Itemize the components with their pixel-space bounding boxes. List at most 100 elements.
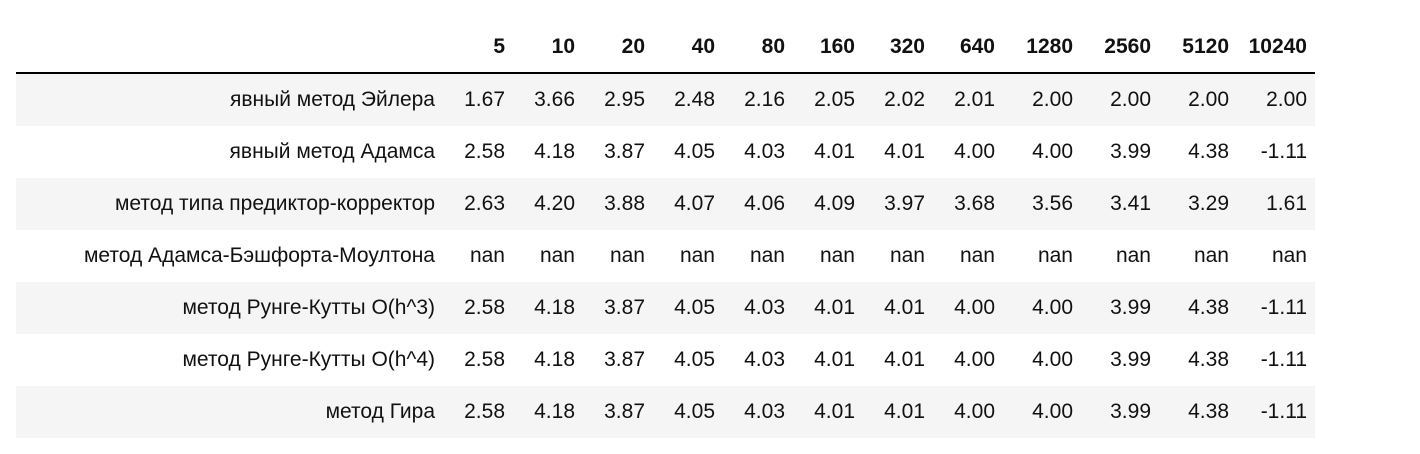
table-cell: 2.58 bbox=[464, 400, 505, 423]
table-cell: 4.00 bbox=[954, 296, 995, 319]
table-row: метод Гира 2.58 4.18 3.87 4.05 4.03 4.01… bbox=[16, 386, 1315, 438]
table-cell: -1.11 bbox=[1260, 296, 1307, 319]
row-label: метод типа предиктор-корректор bbox=[114, 192, 435, 215]
table-cell: nan bbox=[469, 244, 505, 267]
row-label: метод Гира bbox=[325, 400, 435, 423]
column-header: 1280 bbox=[1003, 21, 1081, 74]
table-cell: 4.38 bbox=[1188, 400, 1229, 423]
table-cell: 2.58 bbox=[464, 296, 505, 319]
table-cell: nan bbox=[609, 244, 645, 267]
table-cell: 2.48 bbox=[674, 88, 715, 111]
table-cell: 4.09 bbox=[814, 192, 855, 215]
table-cell: 4.00 bbox=[954, 140, 995, 163]
table-cell: nan bbox=[819, 244, 855, 267]
table-cell: 4.06 bbox=[744, 192, 785, 215]
table-cell: 4.03 bbox=[744, 296, 785, 319]
table-cell: 3.41 bbox=[1110, 192, 1151, 215]
table-cell: 2.00 bbox=[1032, 88, 1073, 111]
table-cell: 4.01 bbox=[814, 400, 855, 423]
table-cell: 2.00 bbox=[1188, 88, 1229, 111]
table-cell: nan bbox=[749, 244, 785, 267]
table-cell: 2.00 bbox=[1266, 88, 1307, 111]
table-cell: 4.00 bbox=[1032, 140, 1073, 163]
table-cell: 2.16 bbox=[744, 88, 785, 111]
row-label: метод Рунге-Кутты O(h^4) bbox=[182, 348, 435, 371]
table-cell: 2.58 bbox=[464, 140, 505, 163]
table-cell: 4.01 bbox=[884, 296, 925, 319]
table-cell: nan bbox=[1193, 244, 1229, 267]
row-label: метод Адамса-Бэшфорта-Моултона bbox=[83, 244, 435, 267]
column-header: 40 bbox=[653, 21, 723, 74]
table-cell: nan bbox=[959, 244, 995, 267]
table-cell: 3.87 bbox=[604, 348, 645, 371]
row-label: явный метод Эйлера bbox=[229, 88, 435, 111]
table-cell: 4.00 bbox=[1032, 400, 1073, 423]
table-cell: 4.03 bbox=[744, 140, 785, 163]
table-cell: 2.95 bbox=[604, 88, 645, 111]
column-header: 160 bbox=[793, 21, 863, 74]
table-cell: 3.66 bbox=[534, 88, 575, 111]
table-row: метод Адамса-Бэшфорта-Моултона nan nan n… bbox=[16, 230, 1315, 282]
table-row: явный метод Эйлера 1.67 3.66 2.95 2.48 2… bbox=[16, 73, 1315, 126]
column-header: 320 bbox=[863, 21, 933, 74]
table-cell: 4.01 bbox=[814, 296, 855, 319]
column-header: 5120 bbox=[1159, 21, 1237, 74]
table-cell: 4.18 bbox=[534, 348, 575, 371]
table-cell: 4.01 bbox=[884, 400, 925, 423]
table-row: метод типа предиктор-корректор 2.63 4.20… bbox=[16, 178, 1315, 230]
table-cell: nan bbox=[679, 244, 715, 267]
table-cell: 2.05 bbox=[814, 88, 855, 111]
dataframe-output: 5 10 20 40 80 160 320 640 1280 2560 5120… bbox=[16, 21, 1315, 438]
table-cell: 4.38 bbox=[1188, 296, 1229, 319]
table-cell: nan bbox=[889, 244, 925, 267]
table-cell: nan bbox=[1037, 244, 1073, 267]
table-cell: 4.00 bbox=[954, 400, 995, 423]
table-cell: -1.11 bbox=[1260, 140, 1307, 163]
table-cell: 4.01 bbox=[884, 140, 925, 163]
table-cell: 3.87 bbox=[604, 400, 645, 423]
column-header: 80 bbox=[723, 21, 793, 74]
column-header: 2560 bbox=[1081, 21, 1159, 74]
table-cell: 4.00 bbox=[1032, 348, 1073, 371]
table-cell: 2.63 bbox=[464, 192, 505, 215]
table-cell: 3.99 bbox=[1110, 400, 1151, 423]
table-cell: 3.97 bbox=[884, 192, 925, 215]
table-cell: 4.38 bbox=[1188, 140, 1229, 163]
table-cell: -1.11 bbox=[1260, 348, 1307, 371]
table-cell: 3.56 bbox=[1032, 192, 1073, 215]
table-cell: 1.61 bbox=[1266, 192, 1307, 215]
table-cell: 4.05 bbox=[674, 140, 715, 163]
column-header: 10 bbox=[513, 21, 583, 74]
table-cell: 3.99 bbox=[1110, 296, 1151, 319]
table-cell: 4.01 bbox=[884, 348, 925, 371]
table-cell: 3.87 bbox=[604, 296, 645, 319]
table-cell: 4.07 bbox=[674, 192, 715, 215]
table-cell: nan bbox=[539, 244, 575, 267]
table-cell: 4.00 bbox=[1032, 296, 1073, 319]
column-header: 5 bbox=[443, 21, 513, 74]
table-cell: 4.05 bbox=[674, 348, 715, 371]
table-cell: 4.18 bbox=[534, 400, 575, 423]
table-cell: 2.02 bbox=[884, 88, 925, 111]
table-cell: -1.11 bbox=[1260, 400, 1307, 423]
table-cell: 4.01 bbox=[814, 140, 855, 163]
table-cell: 4.20 bbox=[534, 192, 575, 215]
table-cell: 4.00 bbox=[954, 348, 995, 371]
table-cell: 2.58 bbox=[464, 348, 505, 371]
header-row: 5 10 20 40 80 160 320 640 1280 2560 5120… bbox=[16, 21, 1315, 74]
row-label: явный метод Адамса bbox=[229, 140, 435, 163]
table-cell: 2.00 bbox=[1110, 88, 1151, 111]
table-cell: 4.18 bbox=[534, 296, 575, 319]
table-cell: 4.03 bbox=[744, 348, 785, 371]
table-cell: 3.68 bbox=[954, 192, 995, 215]
table-cell: 3.87 bbox=[604, 140, 645, 163]
table-cell: 4.38 bbox=[1188, 348, 1229, 371]
table-cell: 3.99 bbox=[1110, 140, 1151, 163]
table-cell: 4.03 bbox=[744, 400, 785, 423]
table-cell: 4.05 bbox=[674, 400, 715, 423]
column-header: 640 bbox=[933, 21, 1003, 74]
row-label: метод Рунге-Кутты O(h^3) bbox=[182, 296, 435, 319]
index-header bbox=[16, 21, 443, 74]
table-cell: nan bbox=[1271, 244, 1307, 267]
table-row: явный метод Адамса 2.58 4.18 3.87 4.05 4… bbox=[16, 126, 1315, 178]
